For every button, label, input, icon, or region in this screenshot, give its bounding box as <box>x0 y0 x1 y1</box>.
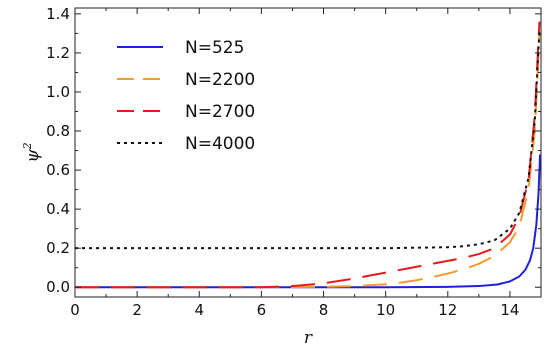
x-tick-label: 10 <box>376 301 395 319</box>
x-axis-title: r <box>304 328 313 348</box>
legend: N=525 N=2200 N=2700 N=4000 <box>117 38 255 154</box>
series-line-n-525 <box>75 154 541 289</box>
y-tick-label: 0.8 <box>46 122 70 140</box>
y-tick-label: 1.0 <box>46 83 70 101</box>
y-axis-title: ψ2 <box>21 142 43 162</box>
series-line-n-2200 <box>75 33 541 289</box>
y-tick-label: 0.2 <box>46 239 70 257</box>
x-tick-label: 14 <box>500 301 519 319</box>
y-tick-label: 1.2 <box>46 44 70 62</box>
x-tick-label: 4 <box>194 301 204 319</box>
legend-label: N=2200 <box>185 70 255 90</box>
x-tick-label: 6 <box>257 301 267 319</box>
x-tick-label: 0 <box>70 301 80 319</box>
y-tick-label: 1.4 <box>46 5 70 23</box>
y-tick-label: 0.0 <box>46 278 70 296</box>
legend-label: N=4000 <box>185 134 255 154</box>
series-line-n-4000 <box>75 29 541 250</box>
series-layer <box>75 21 541 289</box>
y-tick-label: 0.4 <box>46 200 70 218</box>
x-tick-label: 2 <box>132 301 142 319</box>
legend-label: N=525 <box>185 38 244 58</box>
x-tick-label: 8 <box>319 301 329 319</box>
plot-border <box>74 7 542 298</box>
y-tick-label: 0.6 <box>46 161 70 179</box>
legend-label: N=2700 <box>185 102 255 122</box>
x-tick-label: 12 <box>438 301 457 319</box>
tick-layer: 0 2 4 6 8 10 12 14 0.0 0.2 0.4 0.6 0.8 1.0 1.2 1.4 <box>46 5 541 319</box>
plot-frame <box>74 7 542 298</box>
series-line-n-2700 <box>75 21 541 289</box>
